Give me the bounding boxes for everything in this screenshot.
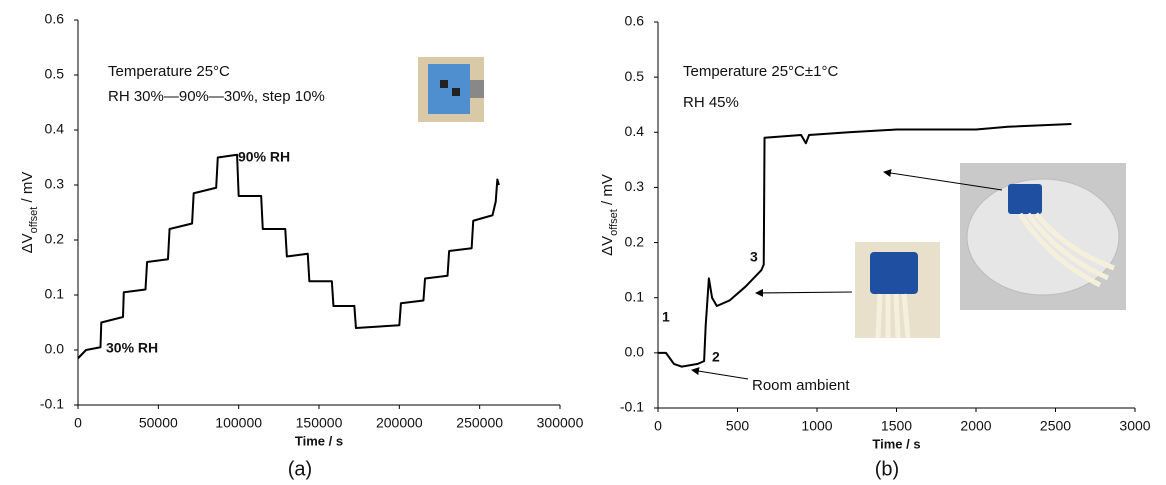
x-tick-label: 500 bbox=[726, 418, 750, 434]
y-tick-label: 0.2 bbox=[625, 233, 645, 249]
annotation: Temperature 25°C bbox=[108, 63, 230, 80]
annotation: Temperature 25°C±1°C bbox=[683, 63, 838, 80]
y-tick-label: 0.1 bbox=[625, 288, 645, 304]
x-tick-label: 1000 bbox=[801, 418, 832, 434]
x-tick-label: 150000 bbox=[296, 415, 343, 431]
y-tick-label: 0.5 bbox=[45, 66, 65, 82]
annotation: 90% RH bbox=[238, 149, 290, 165]
x-tick-label: 300000 bbox=[537, 415, 584, 431]
x-tick-label: 1500 bbox=[881, 418, 912, 434]
annotation: 1 bbox=[662, 309, 670, 325]
annotation: 2 bbox=[712, 349, 720, 365]
y-tick-label: 0.1 bbox=[45, 286, 65, 302]
annotation: 3 bbox=[750, 249, 758, 265]
x-tick-label: 200000 bbox=[376, 415, 423, 431]
y-axis-label-part: offset bbox=[608, 209, 620, 236]
y-tick-label: 0.0 bbox=[45, 341, 65, 357]
y-axis-label-part: offset bbox=[28, 207, 40, 234]
y-tick-label: 0.3 bbox=[625, 178, 645, 194]
y-tick-label: 0.6 bbox=[625, 13, 645, 29]
y-tick-label: -0.1 bbox=[40, 396, 64, 412]
panel-label: (b) bbox=[875, 458, 899, 480]
x-tick-label: 2000 bbox=[960, 418, 991, 434]
y-axis-label-part: / mV bbox=[599, 174, 616, 209]
y-axis-label-part: ΔV bbox=[19, 233, 36, 253]
y-tick-label: 0.6 bbox=[45, 11, 65, 27]
data-line bbox=[77, 153, 500, 359]
y-tick-label: -0.1 bbox=[620, 399, 644, 415]
y-tick-label: 0.5 bbox=[625, 68, 645, 84]
x-tick-label: 0 bbox=[654, 418, 662, 434]
x-tick-label: 50000 bbox=[139, 415, 178, 431]
x-tick-label: 100000 bbox=[215, 415, 262, 431]
annotation: RH 45% bbox=[683, 94, 739, 111]
photo-b2 bbox=[960, 163, 1126, 310]
x-tick-label: 250000 bbox=[456, 415, 503, 431]
annotation: 30% RH bbox=[106, 340, 158, 356]
y-tick-label: 0.4 bbox=[625, 123, 645, 139]
annotation: RH 30%—90%—30%, step 10% bbox=[108, 88, 325, 105]
y-axis-label-part: / mV bbox=[19, 172, 36, 207]
x-tick-label: 0 bbox=[74, 415, 82, 431]
x-axis-label: Time / s bbox=[295, 433, 343, 448]
x-tick-label: 2500 bbox=[1040, 418, 1071, 434]
y-tick-label: 0.4 bbox=[45, 121, 65, 137]
y-axis-label: ΔVoffset / mV bbox=[19, 172, 40, 254]
panel-label: (a) bbox=[288, 458, 312, 480]
photo-b1 bbox=[855, 242, 940, 339]
data-line bbox=[658, 123, 1072, 368]
arrows bbox=[691, 169, 1003, 380]
y-tick-label: 0.3 bbox=[45, 176, 65, 192]
y-tick-label: 0.0 bbox=[625, 344, 645, 360]
y-axis-label-part: ΔV bbox=[599, 236, 616, 256]
y-tick-label: 0.2 bbox=[45, 231, 65, 247]
x-tick-label: 3000 bbox=[1119, 418, 1150, 434]
annotation: Room ambient bbox=[752, 377, 850, 394]
x-axis-label: Time / s bbox=[872, 436, 920, 451]
photo-a bbox=[418, 57, 484, 122]
y-axis-label: ΔVoffset / mV bbox=[599, 174, 620, 256]
